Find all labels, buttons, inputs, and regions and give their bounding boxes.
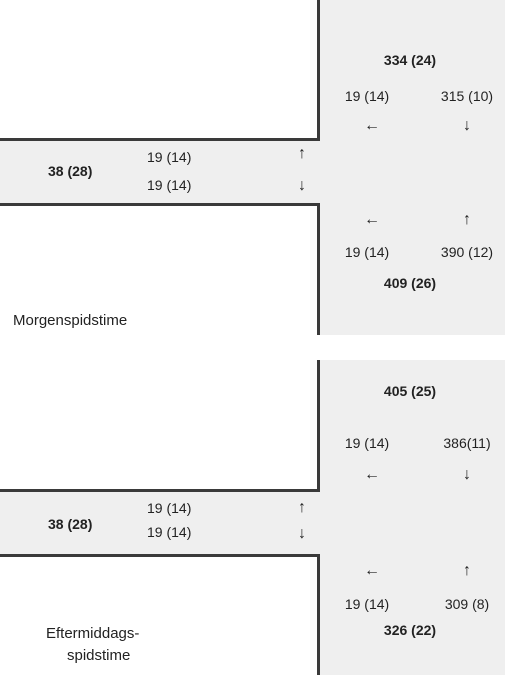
north-left-turn-value: 19 (14) xyxy=(344,435,390,451)
west-in-value: 19 (14) xyxy=(147,149,192,165)
south-left-arrow: ← xyxy=(364,211,380,228)
south-straight-arrow: ↑ xyxy=(463,562,471,579)
north-left-arrow: ← xyxy=(364,466,380,483)
south-left-turn-value: 19 (14) xyxy=(344,244,390,260)
south-straight-arrow: ↑ xyxy=(463,211,471,228)
west-in-arrow: ↑ xyxy=(298,499,306,516)
north-left-turn-value: 19 (14) xyxy=(344,88,390,104)
west-out-value: 19 (14) xyxy=(147,177,192,193)
west-out-arrow: ↓ xyxy=(298,177,306,194)
south-straight-value: 309 (8) xyxy=(444,596,490,612)
north-straight-arrow: ↓ xyxy=(463,117,471,134)
north-straight-value: 315 (10) xyxy=(440,88,494,104)
north-straight-arrow: ↓ xyxy=(463,466,471,483)
north-left-arrow: ← xyxy=(364,117,380,134)
north-total: 405 (25) xyxy=(383,383,437,399)
north-straight-value: 386(11) xyxy=(443,435,491,451)
west-total: 38 (28) xyxy=(48,163,93,179)
morning-peak-panel: 334 (24) 19 (14) 315 (10) ← ↓ 38 (28) 19… xyxy=(0,0,505,335)
period-label: Morgenspidstime xyxy=(13,312,128,329)
south-total: 409 (26) xyxy=(383,275,437,291)
west-total: 38 (28) xyxy=(48,516,93,532)
west-out-value: 19 (14) xyxy=(147,524,192,540)
side-road xyxy=(0,489,320,557)
south-left-arrow: ← xyxy=(364,562,380,579)
south-total: 326 (22) xyxy=(383,622,437,638)
afternoon-peak-panel: 405 (25) 19 (14) 386(11) ← ↓ 38 (28) 19 … xyxy=(0,360,505,675)
south-left-turn-value: 19 (14) xyxy=(344,596,390,612)
west-out-arrow: ↓ xyxy=(298,525,306,542)
south-straight-value: 390 (12) xyxy=(440,244,494,260)
side-road xyxy=(0,138,320,206)
period-label: Eftermiddags- spidstime xyxy=(46,625,140,664)
west-in-arrow: ↑ xyxy=(298,145,306,162)
west-in-value: 19 (14) xyxy=(147,500,192,516)
north-total: 334 (24) xyxy=(383,52,437,68)
